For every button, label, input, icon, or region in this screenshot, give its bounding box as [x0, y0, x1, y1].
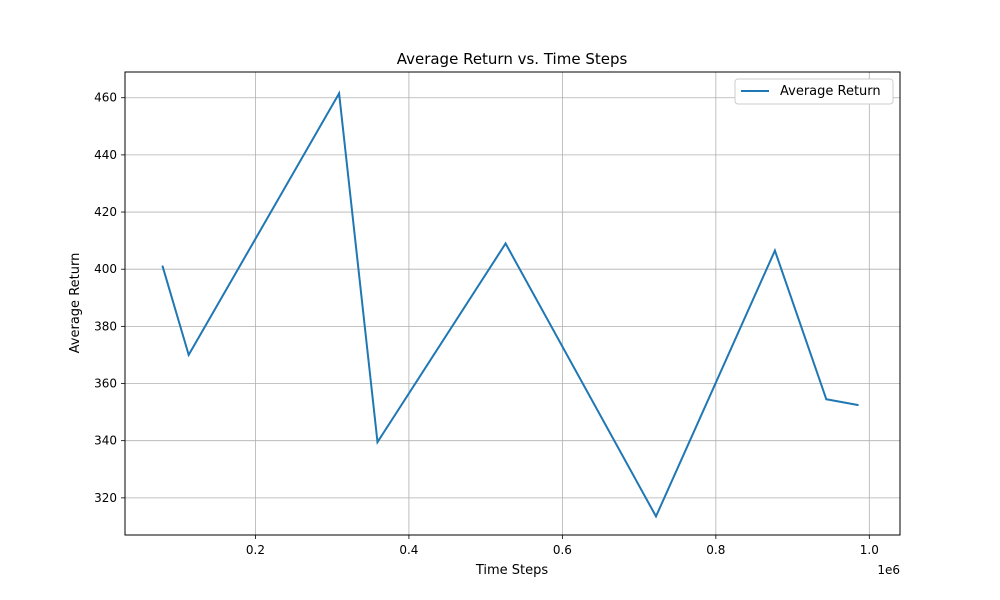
y-tick-label: 400	[94, 262, 117, 276]
series-layer	[161, 90, 859, 519]
axis-ticks: 0.2 0.4 0.6 0.8 1.0 320 340 360 380 400 420 440 460	[94, 91, 879, 557]
y-axis-label: Average Return	[68, 253, 83, 354]
data-point	[376, 441, 379, 444]
data-point	[773, 249, 776, 252]
y-tick-label: 440	[94, 148, 117, 162]
x-tick-label: 0.6	[553, 543, 572, 557]
y-tick-label: 420	[94, 205, 117, 219]
legend-entry-label: Average Return	[780, 84, 881, 99]
data-point	[825, 398, 828, 401]
data-point	[338, 92, 341, 95]
y-tick-label: 460	[94, 91, 117, 105]
data-point	[856, 403, 859, 406]
data-point	[504, 242, 507, 245]
y-tick-label: 360	[94, 377, 117, 391]
x-tick-label: 1.0	[860, 543, 879, 557]
x-tick-label: 0.2	[246, 543, 265, 557]
x-offset-label: 1e6	[877, 563, 900, 577]
y-tick-label: 380	[94, 319, 117, 333]
x-tick-label: 0.8	[706, 543, 725, 557]
y-tick-label: 340	[94, 434, 117, 448]
data-point	[187, 353, 190, 356]
x-axis-label: Time Steps	[475, 563, 549, 578]
chart-title: Average Return vs. Time Steps	[397, 50, 628, 68]
data-point	[161, 265, 164, 268]
x-tick-label: 0.4	[399, 543, 418, 557]
y-tick-label: 320	[94, 491, 117, 505]
legend-box	[734, 78, 894, 105]
data-point	[654, 515, 657, 518]
legend: Average Return	[734, 78, 894, 105]
grid-lines	[125, 72, 900, 535]
plot-frame	[124, 71, 901, 536]
